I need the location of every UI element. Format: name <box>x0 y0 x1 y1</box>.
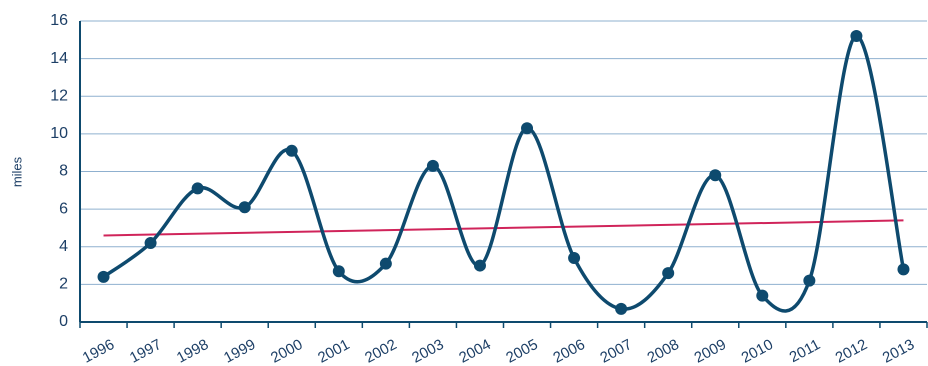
data-point <box>97 270 110 283</box>
data-point <box>191 182 204 195</box>
x-tick-label: 2004 <box>456 336 493 366</box>
data-point <box>332 265 345 278</box>
y-tick-label: 10 <box>50 125 68 142</box>
x-tick-label: 2000 <box>268 336 305 366</box>
data-point <box>850 30 863 43</box>
y-tick-label: 8 <box>59 163 68 180</box>
y-tick-label: 16 <box>50 12 68 29</box>
data-point <box>756 289 769 302</box>
x-tick-label: 2001 <box>315 336 352 366</box>
y-tick-label: 2 <box>59 276 68 293</box>
y-axis-label: miles <box>9 156 24 187</box>
data-point <box>568 252 581 265</box>
data-point <box>473 259 486 272</box>
y-tick-label: 12 <box>50 87 68 104</box>
x-tick-label: 2013 <box>880 336 917 366</box>
data-line <box>102 34 906 313</box>
x-tick-label: 2009 <box>692 336 729 366</box>
data-point <box>709 169 722 182</box>
data-point <box>379 257 392 270</box>
x-tick-label: 2008 <box>644 336 681 366</box>
x-tick-label: 1998 <box>174 336 211 366</box>
data-point <box>285 144 298 157</box>
x-tick-label: 2007 <box>597 336 634 366</box>
y-tick-label: 14 <box>50 50 68 67</box>
y-tick-label: 4 <box>59 238 68 255</box>
x-tick-label: 2003 <box>409 336 446 366</box>
trend-line <box>103 219 904 237</box>
data-point <box>897 263 910 276</box>
x-tick-label: 2012 <box>833 336 870 366</box>
x-tick-label: 2011 <box>787 336 823 366</box>
x-tick-label: 2006 <box>550 336 587 366</box>
x-tick-label: 2002 <box>362 336 399 366</box>
data-point <box>144 236 157 249</box>
data-point <box>521 122 534 135</box>
x-tick-label: 1999 <box>221 336 258 366</box>
data-point <box>426 159 439 172</box>
data-point <box>662 267 675 280</box>
y-tick-label: 6 <box>59 200 68 217</box>
x-tick-label: 2005 <box>503 336 540 366</box>
y-tick-label: 0 <box>59 313 68 330</box>
data-point <box>803 274 816 287</box>
data-point <box>238 201 251 214</box>
data-point <box>615 302 628 315</box>
x-tick-label: 2010 <box>739 336 776 366</box>
x-tick-label: 1997 <box>127 336 164 366</box>
x-tick-label: 1996 <box>80 336 117 366</box>
